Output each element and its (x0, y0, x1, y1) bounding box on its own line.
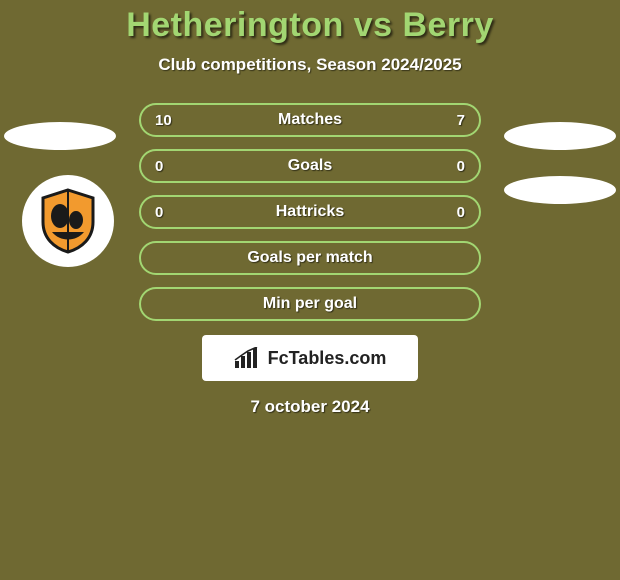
stat-right-value: 0 (441, 158, 465, 175)
player-right-placeholder-2 (504, 176, 616, 204)
stat-left-value: 10 (155, 112, 179, 129)
stat-left-value: 0 (155, 158, 179, 175)
stat-label: Goals (141, 157, 479, 175)
club-badge (22, 175, 114, 267)
branding-text: FcTables.com (268, 348, 387, 369)
stat-label: Min per goal (141, 295, 479, 313)
stat-left-value: 0 (155, 204, 179, 221)
stat-row-min-per-goal: Min per goal (139, 287, 481, 321)
page-title: Hetherington vs Berry (126, 6, 494, 45)
branding-badge[interactable]: FcTables.com (202, 335, 418, 381)
date-label: 7 october 2024 (250, 397, 369, 417)
stat-row-hattricks: 0 Hattricks 0 (139, 195, 481, 229)
bar-chart-icon (234, 347, 262, 369)
stat-row-matches: 10 Matches 7 (139, 103, 481, 137)
player-right-placeholder-1 (504, 122, 616, 150)
stat-label: Hattricks (141, 203, 479, 221)
player-left-placeholder (4, 122, 116, 150)
stat-row-goals-per-match: Goals per match (139, 241, 481, 275)
shield-icon (38, 188, 98, 254)
stat-right-value: 0 (441, 204, 465, 221)
subtitle: Club competitions, Season 2024/2025 (158, 55, 461, 75)
stat-label: Matches (141, 111, 479, 129)
stat-right-value: 7 (441, 112, 465, 129)
stat-label: Goals per match (141, 249, 479, 267)
stat-row-goals: 0 Goals 0 (139, 149, 481, 183)
